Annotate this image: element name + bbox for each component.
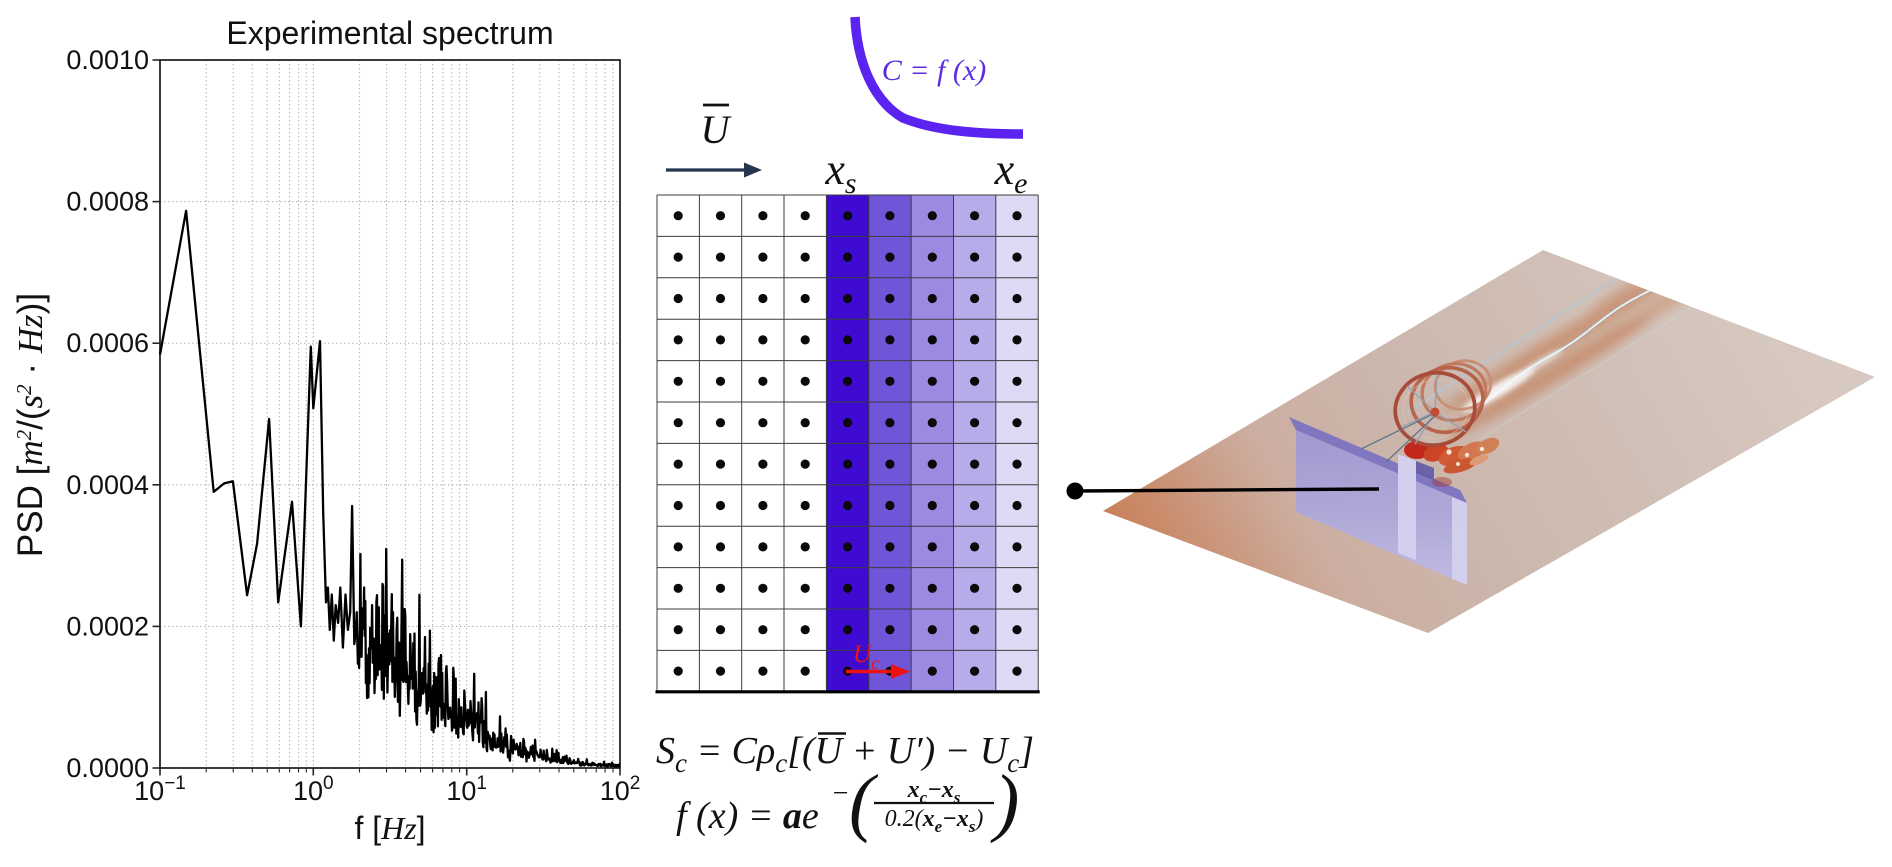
svg-text:Sc = Cρc[(U + U′) − Uc]: Sc = Cρc[(U + U′) − Uc] <box>656 730 1034 778</box>
svg-text:): ) <box>990 760 1019 844</box>
svg-text:0.0002: 0.0002 <box>66 611 149 641</box>
svg-text:f (x) = ae: f (x) = ae <box>676 795 819 837</box>
svg-text:0.0000: 0.0000 <box>66 753 149 783</box>
svg-text:0.0006: 0.0006 <box>66 328 149 358</box>
svg-text:−: − <box>831 778 850 809</box>
svg-text:0.2(xe−xs): 0.2(xe−xs) <box>885 806 984 836</box>
svg-text:C = f (x): C = f (x) <box>882 54 986 87</box>
svg-text:f [Hz]: f [Hz] <box>354 810 425 846</box>
svg-text:U: U <box>701 107 733 152</box>
svg-text:0.0004: 0.0004 <box>66 470 149 500</box>
svg-text:Experimental spectrum: Experimental spectrum <box>226 15 553 51</box>
svg-text:PSD [m2/(s2 · Hz)]: PSD [m2/(s2 · Hz)] <box>11 293 50 557</box>
svg-text:0.0008: 0.0008 <box>66 187 149 217</box>
svg-text:0.0010: 0.0010 <box>66 45 149 75</box>
